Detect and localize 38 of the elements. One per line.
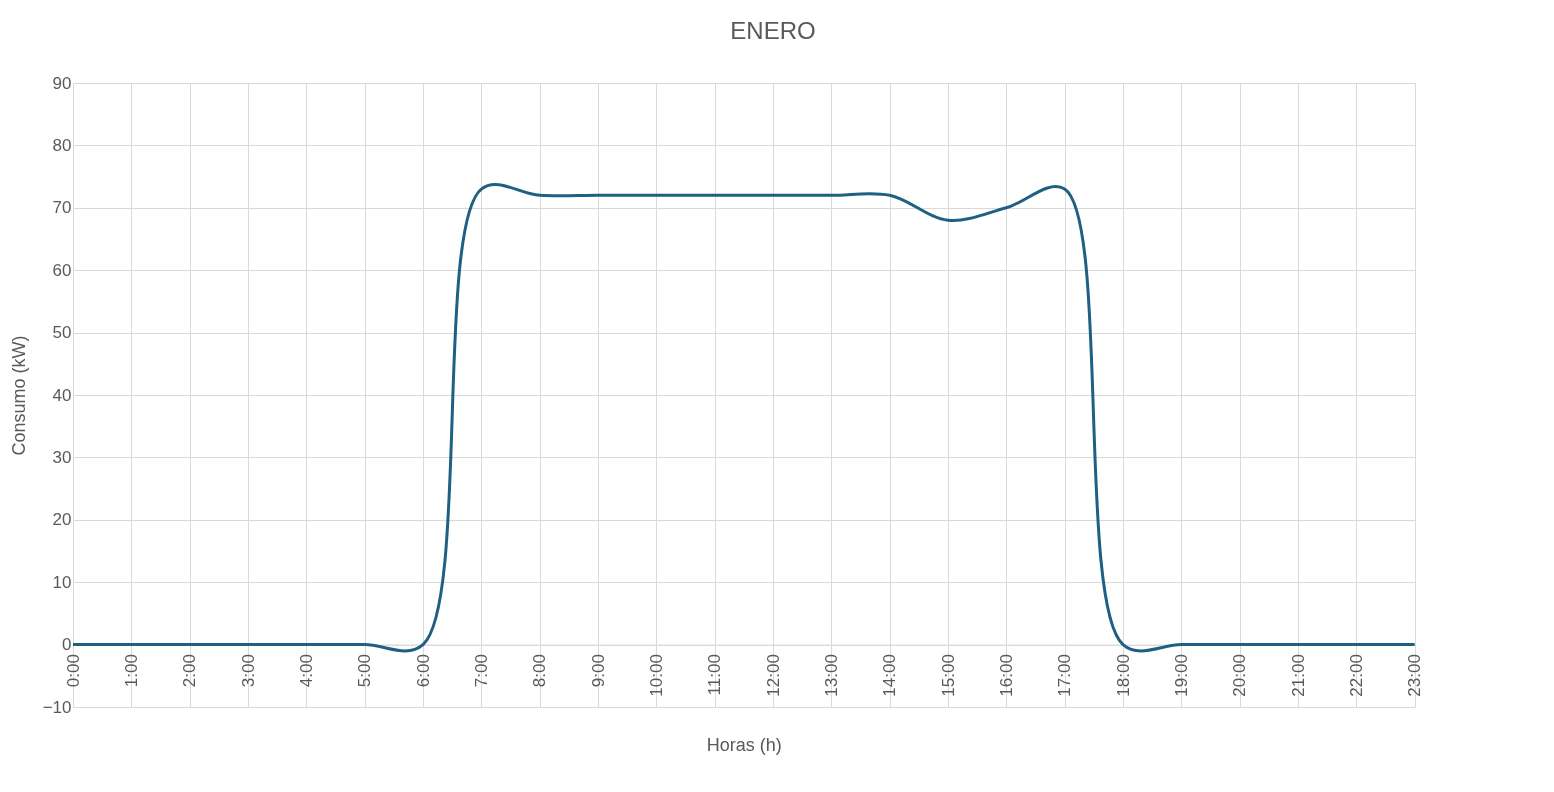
y-tick-label: 60: [52, 260, 72, 280]
y-tick-label: 80: [52, 135, 72, 155]
x-tick-label: 20:00: [1230, 654, 1250, 697]
x-tick-label: 13:00: [821, 654, 841, 697]
x-tick-label: 8:00: [530, 654, 550, 688]
x-tick-label: 11:00: [705, 654, 725, 696]
y-tick-label: 20: [52, 510, 72, 530]
y-tick-label: 70: [52, 198, 72, 218]
x-tick-label: 10:00: [646, 654, 666, 697]
x-tick-label: 1:00: [121, 654, 141, 688]
y-tick-label: −10: [42, 697, 72, 717]
x-tick-label: 2:00: [180, 654, 200, 688]
y-tick-label: 30: [52, 447, 72, 467]
x-tick-label: 6:00: [413, 654, 433, 688]
y-tick-label: 10: [52, 572, 72, 592]
x-tick-label: 16:00: [996, 654, 1016, 697]
y-axis-title: Consumo (kW): [8, 335, 29, 456]
x-tick-label: 18:00: [1113, 654, 1133, 697]
y-tick-label: 40: [52, 385, 72, 405]
x-tick-label: 12:00: [763, 654, 783, 697]
x-tick-label: 4:00: [296, 654, 316, 688]
x-tick-label: 7:00: [471, 654, 491, 688]
x-tick-label: 9:00: [588, 654, 608, 688]
x-tick-label: 3:00: [238, 654, 258, 688]
x-tick-label: 5:00: [355, 654, 375, 688]
x-tick-label: 23:00: [1405, 654, 1425, 697]
x-tick-label: 21:00: [1288, 654, 1308, 697]
y-tick-label: 0: [62, 635, 72, 655]
x-tick-label: 0:00: [63, 654, 83, 688]
y-tick-label: 90: [52, 73, 72, 93]
x-axis-title: Horas (h): [706, 734, 782, 755]
x-tick-label: 19:00: [1171, 654, 1191, 697]
x-tick-label: 22:00: [1346, 654, 1366, 697]
y-tick-label: 50: [52, 323, 72, 343]
x-tick-label: 15:00: [938, 654, 958, 697]
x-tick-label: 14:00: [880, 654, 900, 697]
chart-title: ENERO: [730, 17, 816, 44]
x-tick-label: 17:00: [1055, 654, 1075, 697]
